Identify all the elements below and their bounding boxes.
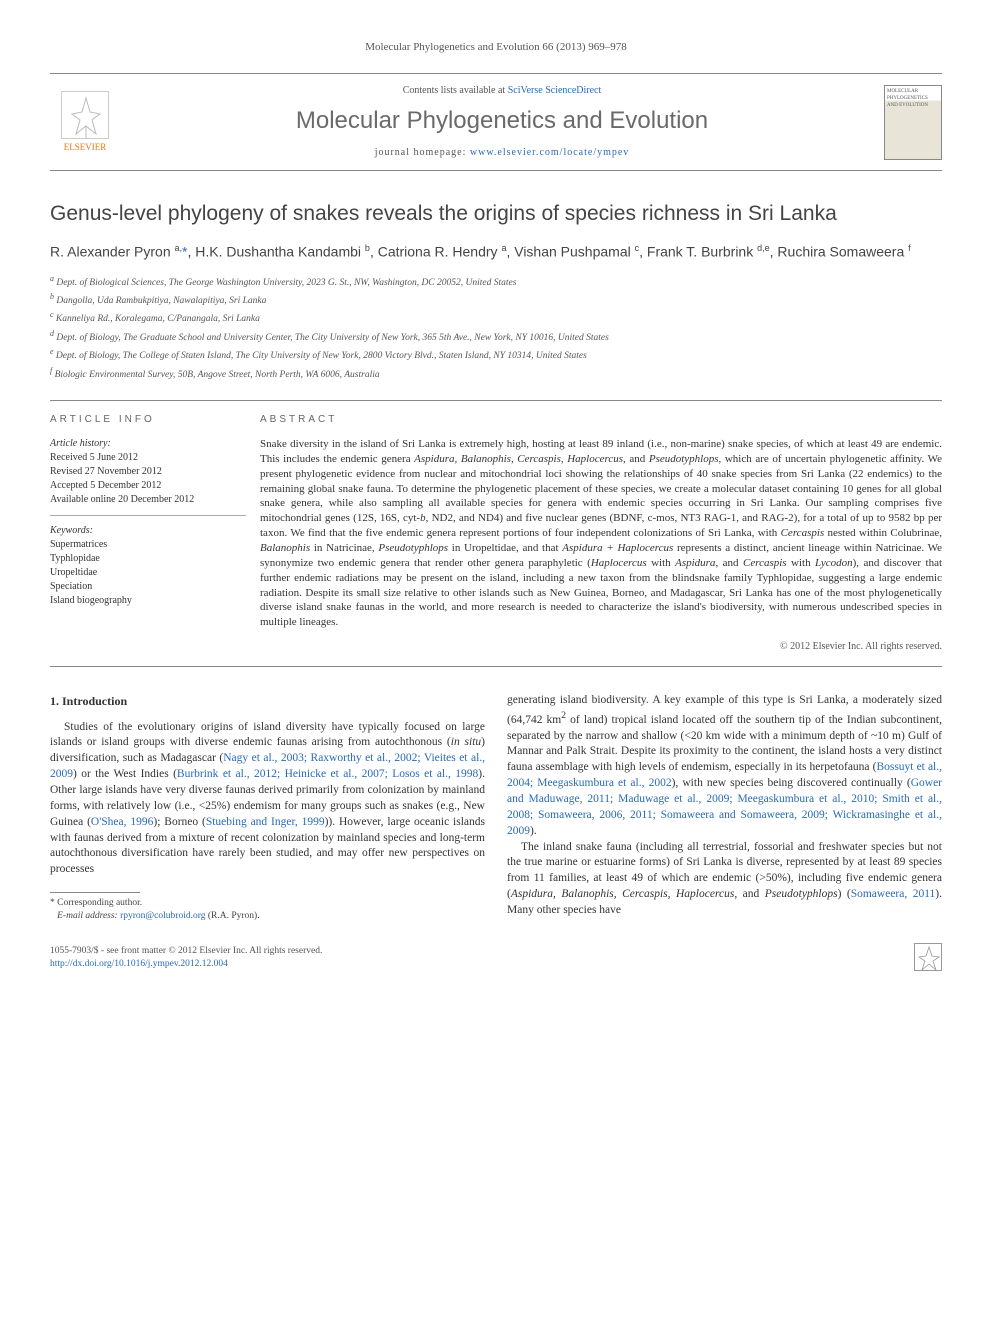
sciencedirect-link[interactable]: SciVerse ScienceDirect [508, 85, 602, 96]
journal-title: Molecular Phylogenetics and Evolution [120, 104, 884, 138]
journal-cover-thumb: MOLECULAR PHYLOGENETICS AND EVOLUTION [884, 85, 942, 160]
history-line: Available online 20 December 2012 [50, 493, 246, 507]
abstract-copyright: © 2012 Elsevier Inc. All rights reserved… [260, 640, 942, 654]
journal-ref: Molecular Phylogenetics and Evolution 66… [50, 40, 942, 55]
history-line: Accepted 5 December 2012 [50, 479, 246, 493]
keywords-label: Keywords: [50, 524, 246, 538]
footer-bar: 1055-7903/$ - see front matter © 2012 El… [50, 943, 942, 971]
history-line: Received 5 June 2012 [50, 451, 246, 465]
keyword-line: Speciation [50, 580, 246, 594]
abstract-column: ABSTRACT Snake diversity in the island o… [260, 401, 942, 666]
publisher-name: ELSEVIER [64, 142, 107, 152]
email-footnote: E-mail address: rpyron@colubroid.org (R.… [50, 910, 485, 923]
body-para-1: Studies of the evolutionary origins of i… [50, 720, 485, 879]
history-label: Article history: [50, 437, 246, 451]
body-para-2: generating island biodiversity. A key ex… [507, 693, 942, 840]
body-column-right: generating island biodiversity. A key ex… [507, 693, 942, 923]
author-list: R. Alexander Pyron a,*, H.K. Dushantha K… [50, 242, 942, 262]
issn-line: 1055-7903/$ - see front matter © 2012 El… [50, 945, 322, 958]
abstract-text: Snake diversity in the island of Sri Lan… [260, 437, 942, 630]
footnote-rule [50, 892, 140, 893]
affiliation-line: a Dept. of Biological Sciences, The Geor… [50, 273, 942, 290]
homepage-line: journal homepage: www.elsevier.com/locat… [120, 146, 884, 160]
homepage-link[interactable]: www.elsevier.com/locate/ympev [470, 147, 629, 158]
journal-header: ELSEVIER Contents lists available at Sci… [50, 73, 942, 171]
affiliations: a Dept. of Biological Sciences, The Geor… [50, 273, 942, 382]
corresponding-author-note: * Corresponding author. [50, 897, 485, 910]
body-column-left: 1. Introduction Studies of the evolution… [50, 693, 485, 923]
affiliation-line: c Kanneliya Rd., Koralegama, C/Panangala… [50, 309, 942, 326]
elsevier-logo: ELSEVIER [50, 91, 120, 154]
email-label: E-mail address: [57, 911, 118, 921]
author-email-link[interactable]: rpyron@colubroid.org [120, 911, 205, 921]
elsevier-small-logo-icon [914, 943, 942, 971]
article-info-sidebar: ARTICLE INFO Article history: Received 5… [50, 401, 260, 666]
affiliation-line: e Dept. of Biology, The College of State… [50, 346, 942, 363]
article-title: Genus-level phylogeny of snakes reveals … [50, 199, 942, 228]
homepage-prefix: journal homepage: [375, 147, 470, 158]
keyword-line: Island biogeography [50, 594, 246, 608]
body-para-3: The inland snake fauna (including all te… [507, 840, 942, 919]
body-columns: 1. Introduction Studies of the evolution… [50, 693, 942, 923]
affiliation-line: b Dangolla, Uda Rambukpitiya, Nawalapiti… [50, 291, 942, 308]
history-line: Revised 27 November 2012 [50, 465, 246, 479]
keyword-line: Uropeltidae [50, 566, 246, 580]
affiliation-line: d Dept. of Biology, The Graduate School … [50, 328, 942, 345]
affiliation-line: f Biologic Environmental Survey, 50B, An… [50, 365, 942, 382]
keyword-line: Typhlopidae [50, 552, 246, 566]
email-suffix: (R.A. Pyron). [208, 911, 260, 921]
keyword-line: Supermatrices [50, 538, 246, 552]
contents-prefix: Contents lists available at [403, 85, 508, 96]
section-heading: 1. Introduction [50, 693, 485, 710]
article-info-heading: ARTICLE INFO [50, 413, 246, 427]
contents-line: Contents lists available at SciVerse Sci… [120, 84, 884, 98]
abstract-heading: ABSTRACT [260, 413, 942, 427]
elsevier-tree-icon [61, 91, 109, 139]
doi-link[interactable]: http://dx.doi.org/10.1016/j.ympev.2012.1… [50, 959, 228, 969]
